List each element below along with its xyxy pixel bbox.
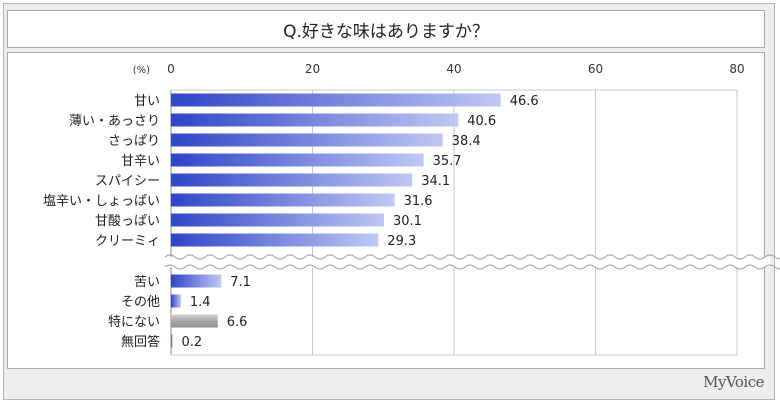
bar [171, 193, 395, 207]
bar [171, 93, 501, 107]
data-label: 38.4 [452, 134, 481, 149]
x-tick-label: 80 [729, 62, 744, 76]
category-label: スパイシー [95, 174, 160, 189]
brand-logo: MyVoice [703, 373, 764, 391]
data-label: 0.2 [182, 335, 203, 350]
x-tick-label: 40 [446, 62, 461, 76]
category-label: クリーミィ [95, 234, 160, 249]
x-tick-label: 0 [167, 62, 175, 76]
bar [171, 334, 173, 348]
data-label: 35.7 [433, 154, 462, 169]
data-label: 1.4 [190, 295, 211, 310]
x-tick-label: 60 [588, 62, 603, 76]
bar [171, 314, 218, 328]
x-tick-label: 20 [305, 62, 320, 76]
data-label: 6.6 [227, 315, 248, 330]
bar [171, 113, 459, 127]
data-label: 30.1 [393, 214, 422, 229]
category-label: 甘酸っぱい [95, 214, 160, 229]
bar [171, 274, 222, 288]
category-label: さっぱり [108, 134, 160, 149]
bar [171, 153, 424, 167]
axis-break-band [165, 257, 770, 267]
category-label: 薄い・あっさり [69, 114, 160, 129]
category-label: 塩辛い・しょっぱい [43, 194, 160, 209]
data-label: 40.6 [467, 114, 496, 129]
data-label: 31.6 [404, 194, 433, 209]
category-label: 甘辛い [121, 154, 160, 169]
bar [171, 133, 443, 147]
data-label: 46.6 [510, 94, 539, 109]
axis-break-line-top [164, 254, 780, 260]
data-label: 29.3 [387, 234, 416, 249]
category-label: 苦い [134, 274, 160, 290]
bar [171, 173, 413, 187]
data-label: 7.1 [230, 275, 251, 290]
bar [171, 294, 181, 308]
chart-title: Q.好きな味はありますか？ [7, 10, 765, 48]
unit-label: (%) [133, 65, 150, 76]
category-label: 特にない [108, 315, 160, 330]
category-label: 甘い [134, 94, 160, 109]
category-label: その他 [121, 295, 160, 310]
axis-break-line-bottom [164, 264, 780, 270]
bar [171, 233, 379, 247]
category-label: 無回答 [121, 334, 160, 350]
data-label: 34.1 [421, 174, 450, 189]
bar [171, 213, 384, 227]
